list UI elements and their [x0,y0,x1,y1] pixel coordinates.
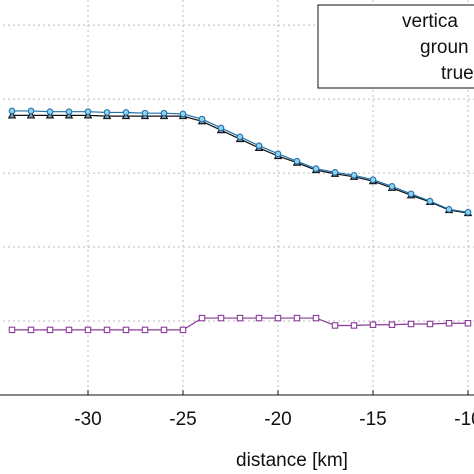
point [388,183,396,190]
point [27,326,35,334]
point [122,326,130,334]
point [236,314,244,322]
point [350,322,358,329]
point [198,314,206,322]
x-axis-label: distance [km] [236,450,348,471]
point [274,150,282,158]
point [46,326,54,334]
point [255,142,263,150]
point [255,314,263,322]
legend-label: groun [420,37,469,58]
point [331,322,339,329]
point [445,319,453,327]
point [84,108,92,116]
point [426,197,434,205]
point [122,109,130,116]
point [407,190,415,198]
point [65,108,73,116]
point [445,205,453,213]
series-line [12,110,469,213]
point [179,110,187,118]
point [160,109,168,117]
point [198,115,206,123]
point [312,165,320,173]
point [8,326,16,334]
point [65,326,73,334]
point [464,208,472,216]
x-tick-label: -10 [454,409,474,430]
series-line [12,114,469,214]
point [293,157,301,165]
point [103,326,111,334]
point [160,326,168,334]
legend-box [317,4,474,89]
x-tick-label: -30 [74,409,101,430]
point [388,321,396,328]
point [426,320,434,328]
x-tick-label: -25 [169,409,196,430]
point [350,171,358,179]
point [331,169,339,176]
point [141,109,149,117]
point [84,326,92,334]
point [103,109,111,116]
point [274,314,282,322]
point [236,133,244,141]
point [464,319,472,327]
point [141,326,149,334]
point [217,124,225,132]
point [46,108,54,116]
legend-label: vertica [402,11,458,32]
point [7,110,17,119]
point [27,107,35,115]
legend: vertica groun true [317,4,474,89]
legend-label: true [441,63,474,84]
x-tick-label: -20 [264,409,291,430]
point [179,326,187,334]
x-tick-label: -15 [359,409,386,430]
point [369,321,377,328]
point [407,320,415,328]
point [217,314,225,322]
point [369,176,377,184]
point [8,107,16,115]
point [312,314,320,322]
point [293,314,301,322]
point [26,110,36,119]
